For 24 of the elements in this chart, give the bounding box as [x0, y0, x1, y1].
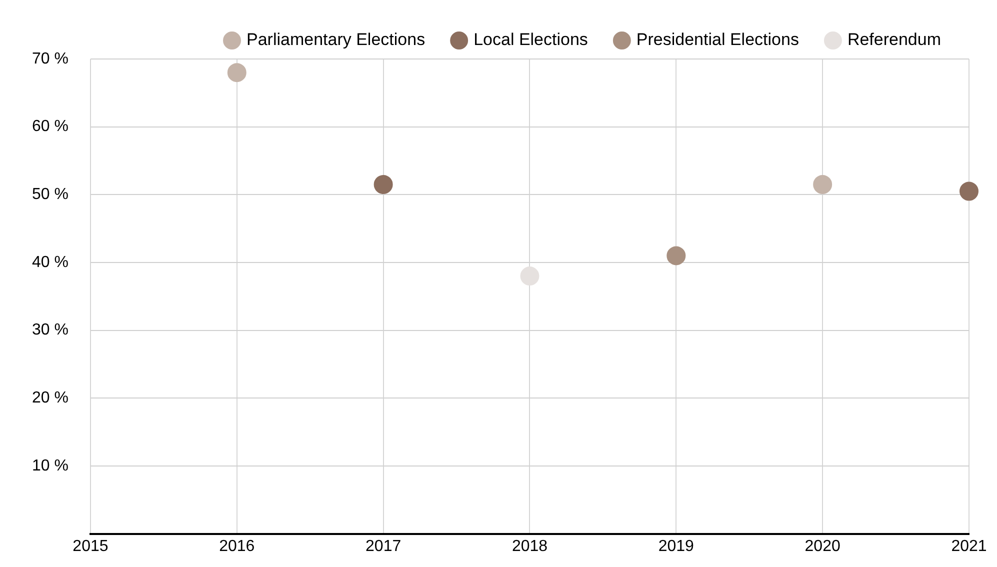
point	[813, 174, 832, 194]
y-tick-label: 20 %	[32, 390, 68, 407]
y-tick-label: 70 %	[32, 50, 68, 68]
y-tick-label: 60 %	[32, 118, 68, 136]
y-tick-label: 50 %	[32, 186, 68, 204]
y-tick-label: 10 %	[32, 457, 68, 474]
point	[520, 266, 540, 286]
legend-label: Presidential Elections	[636, 30, 799, 50]
y-tick-label: 30 %	[32, 322, 68, 339]
legend-label: Parliamentary Elections	[246, 30, 426, 50]
legend-label: Referendum	[847, 30, 942, 50]
x-tick-label: 2020	[804, 538, 840, 555]
y-tick-label: 40 %	[32, 254, 68, 271]
point	[227, 63, 246, 82]
point	[960, 182, 978, 201]
x-tick-label: 2015	[72, 538, 108, 555]
x-tick-label: 2016	[219, 538, 255, 555]
x-tick-label: 2021	[951, 538, 987, 555]
x-tick-label: 2019	[658, 538, 694, 555]
point	[666, 246, 686, 266]
x-tick-label: 2017	[366, 538, 402, 555]
x-tick-label: 2018	[512, 538, 548, 555]
point	[374, 174, 393, 194]
legend-label: Local Elections	[474, 30, 588, 50]
